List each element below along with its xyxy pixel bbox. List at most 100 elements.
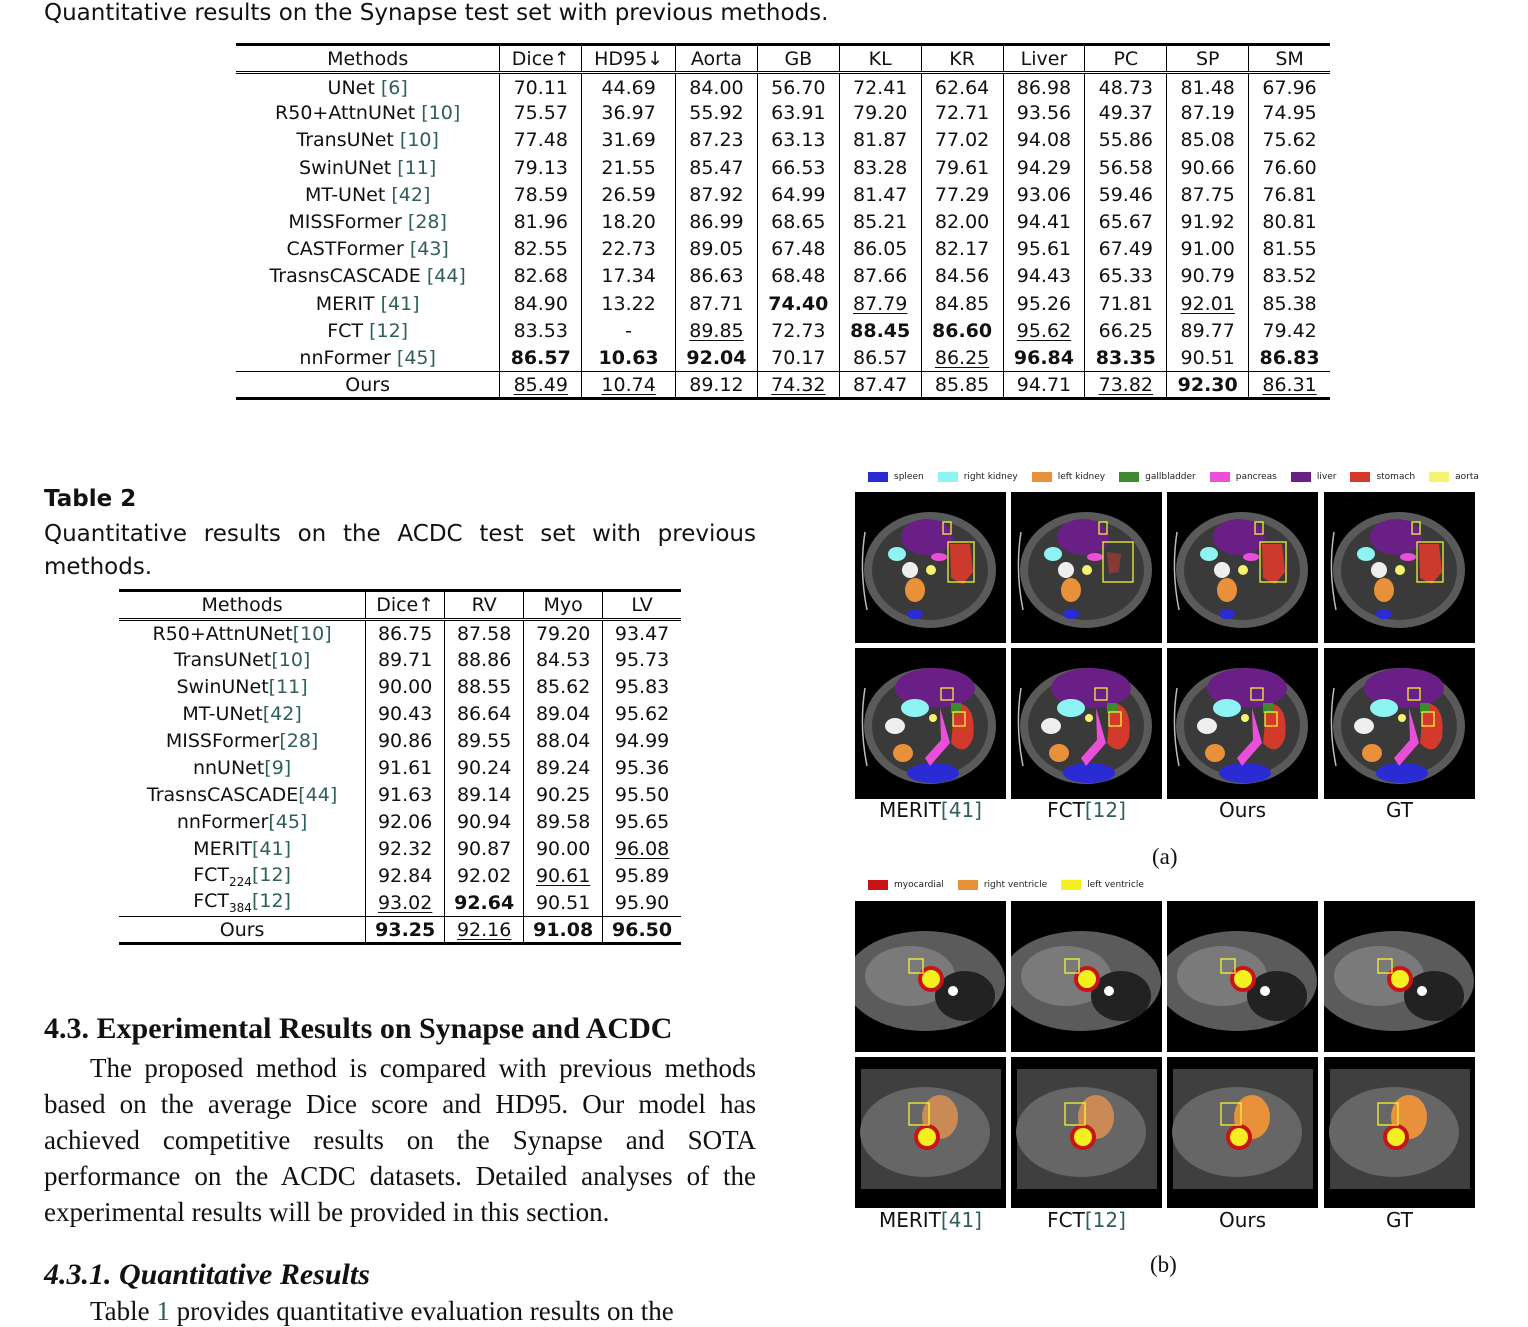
value-cell: 91.08 [523,916,603,945]
value: 77.48 [513,129,568,152]
value: 65.67 [1098,211,1154,234]
value: 17.34 [601,265,656,288]
value-cell: 92.84 [365,862,445,890]
value: 87.19 [1180,102,1235,125]
value-cell: 92.04 [675,344,758,372]
value: 95.26 [1016,292,1072,315]
value: 87.71 [689,292,744,315]
citation-link[interactable]: [44] [426,265,466,288]
citation-link[interactable]: [44] [298,784,338,806]
citation-link[interactable]: [41] [940,798,982,822]
citation-link[interactable]: [42] [391,183,431,206]
value-cell: 79.61 [920,154,1004,182]
method-name: FCT [327,319,370,342]
value-cell: 89.24 [523,754,603,782]
value-cell: 82.68 [499,262,582,290]
citation-link[interactable]: [10] [271,649,311,671]
segmentation-panel [1011,901,1162,1052]
value-cell: 79.42 [1248,317,1330,345]
citation-link[interactable]: [42] [262,703,302,725]
value-cell: 95.83 [602,673,681,701]
citation-link[interactable]: [12] [369,319,409,342]
value: 86.05 [853,238,908,261]
citation-link[interactable]: [45] [268,811,308,833]
value-cell: 85.62 [523,673,603,701]
value: 59.46 [1098,183,1154,206]
value-cell: 72.71 [920,99,1004,127]
value: 90.51 [1180,346,1235,369]
value: 86.31 [1262,373,1317,396]
column-label-name: GT [1385,798,1413,822]
value-cell: 94.41 [1002,208,1085,236]
table-ref-link[interactable]: 1 [156,1296,170,1326]
value: 90.00 [377,676,433,698]
citation-link[interactable]: [45] [396,346,436,369]
method-cell: nnFormer [45] [236,344,500,371]
value: 92.02 [456,865,512,887]
value: 87.92 [689,183,744,206]
citation-link[interactable]: [41] [940,1208,982,1232]
legend-item: aorta [1429,472,1479,482]
citation-link[interactable]: [43] [409,238,449,261]
citation-link[interactable]: [12] [251,890,291,913]
value: 77.02 [934,129,990,152]
value-cell: 81.47 [838,181,922,209]
value: 79.20 [535,622,591,645]
value: 89.24 [535,757,591,779]
value-cell: 36.97 [581,99,676,127]
segmentation-panel [1011,492,1162,643]
method-name: TrasnsCASCADE [146,784,299,806]
value-cell: 10.74 [581,371,676,401]
value-cell: 87.92 [675,181,758,209]
value: 92.04 [686,346,747,369]
citation-link[interactable]: [11] [268,676,308,698]
method-cell: CASTFormer [43] [236,236,500,263]
citation-link[interactable]: [11] [397,156,437,179]
citation-link[interactable]: [28] [407,211,447,234]
value-cell: 90.51 [523,889,603,917]
legend-item: spleen [868,472,924,482]
value: 88.45 [850,319,911,342]
method-name: R50+AttnUNet [275,102,422,125]
value-cell: 85.85 [920,371,1004,401]
value: 81.87 [853,129,908,152]
citation-link[interactable]: [10] [399,129,439,152]
value-cell: 82.55 [499,235,582,263]
value: 90.00 [535,838,591,860]
citation-link[interactable]: [12] [1084,798,1126,822]
citation-link[interactable]: [10] [292,622,332,645]
value-cell: 31.69 [581,126,676,155]
value: 81.48 [1180,76,1235,99]
value: 72.71 [934,102,990,125]
value: 10.74 [601,373,656,396]
value-cell: 95.62 [1002,317,1085,345]
segmentation-panel [855,1057,1006,1208]
citation-link[interactable]: [28] [279,730,319,752]
value: 87.79 [853,292,908,315]
citation-link[interactable]: [9] [264,757,292,779]
citation-link[interactable]: [41] [380,292,420,315]
value: 55.92 [689,102,744,125]
citation-link[interactable]: [12] [1084,1208,1126,1232]
value: 84.90 [513,292,568,315]
value: 90.61 [535,865,591,887]
citation-link[interactable]: [41] [251,838,291,860]
value: 89.04 [535,703,591,725]
citation-link[interactable]: [6] [380,76,408,99]
value: 88.04 [535,730,591,752]
value: 18.20 [601,211,656,234]
value: 90.51 [535,891,591,914]
section-paragraph: The proposed method is compared with pre… [44,1050,756,1230]
value-cell: 86.57 [499,344,582,372]
value: 95.50 [614,784,670,806]
value: 79.42 [1262,319,1317,342]
citation-link[interactable]: [12] [251,863,291,886]
value: 75.57 [513,102,568,125]
citation-link[interactable]: [10] [421,102,461,125]
value: 91.92 [1180,211,1235,234]
value-cell: 92.32 [365,835,445,863]
value: 96.08 [614,838,670,860]
column-label: Ours [1167,1208,1318,1232]
value: 89.05 [689,238,744,261]
value-cell: 76.81 [1248,181,1330,209]
